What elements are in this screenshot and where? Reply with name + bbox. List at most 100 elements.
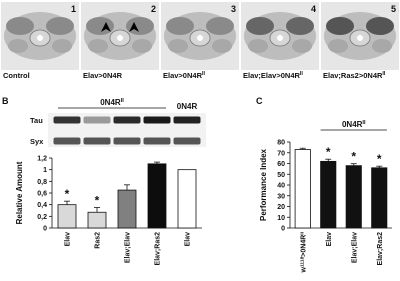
y-tick-label: 10 bbox=[277, 215, 285, 222]
blot-row-label: Tau bbox=[30, 116, 43, 125]
bar bbox=[345, 165, 362, 229]
blot-band bbox=[173, 137, 201, 145]
lower-lobe bbox=[372, 39, 392, 53]
text-segment: 0N4R bbox=[342, 120, 363, 129]
y-tick-label: 0,8 bbox=[37, 179, 47, 186]
significance-mark: * bbox=[351, 150, 356, 164]
lobe bbox=[366, 17, 394, 35]
bar bbox=[177, 169, 197, 229]
blot-band bbox=[173, 116, 201, 124]
x-tick-label: w1118>0N4RII bbox=[299, 231, 308, 273]
x-tick-label: Elav bbox=[185, 232, 192, 247]
y-tick-label: 60 bbox=[277, 161, 285, 168]
panel-label: B bbox=[2, 96, 9, 106]
central-core bbox=[197, 35, 203, 41]
text-segment: Elav>0N4R bbox=[83, 71, 123, 80]
lower-lobe bbox=[52, 39, 72, 53]
image-caption: Control bbox=[3, 71, 30, 80]
lobe bbox=[166, 17, 194, 35]
text-segment: 0N4R bbox=[177, 102, 198, 111]
text-segment: w bbox=[300, 267, 307, 274]
lower-lobe bbox=[212, 39, 232, 53]
blot-band bbox=[53, 116, 81, 124]
significance-mark: * bbox=[326, 145, 331, 159]
text-segment: Elav;Elav bbox=[351, 232, 358, 263]
image-number: 1 bbox=[71, 4, 76, 14]
x-tick-label: Elav;Elav bbox=[125, 232, 132, 263]
image-number: 4 bbox=[311, 4, 316, 14]
x-tick-label: Elav bbox=[326, 232, 333, 247]
y-tick-label: 0 bbox=[43, 226, 47, 233]
text-segment: II bbox=[300, 71, 303, 77]
blot-row-label: Syx bbox=[30, 137, 44, 146]
significance-mark: * bbox=[65, 187, 70, 201]
y-axis-label: Relative Amount bbox=[15, 161, 24, 224]
image-caption: Elav>0N4RII bbox=[163, 71, 205, 80]
blot-band bbox=[113, 116, 141, 124]
text-segment: II bbox=[382, 71, 385, 77]
blot-band bbox=[53, 137, 81, 145]
y-tick-label: 20 bbox=[277, 204, 285, 211]
group-label: 0N4RII bbox=[100, 98, 124, 107]
brain-image bbox=[241, 2, 319, 70]
lower-lobe bbox=[168, 39, 188, 53]
y-tick-label: 0,4 bbox=[37, 202, 47, 209]
image-number: 2 bbox=[151, 4, 156, 14]
brain-image bbox=[161, 2, 239, 70]
y-tick-label: 0,6 bbox=[37, 191, 47, 198]
y-tick-label: 0 bbox=[281, 226, 285, 233]
y-tick-label: 1,2 bbox=[37, 156, 47, 163]
y-tick-label: 80 bbox=[277, 140, 285, 147]
bar bbox=[87, 211, 107, 229]
text-segment: Elav bbox=[326, 232, 333, 247]
central-core bbox=[357, 35, 363, 41]
lobe bbox=[246, 17, 274, 35]
significance-mark: * bbox=[377, 152, 382, 166]
lobe bbox=[206, 17, 234, 35]
lobe bbox=[46, 17, 74, 35]
text-segment: Elav;Ras2>0N4R bbox=[323, 71, 383, 80]
bar bbox=[117, 189, 137, 229]
x-tick-label: Elav;Ras2 bbox=[155, 232, 162, 266]
blot-band bbox=[83, 137, 111, 145]
lower-lobe bbox=[248, 39, 268, 53]
blot-band bbox=[143, 137, 171, 145]
text-segment: Elav;Ras2 bbox=[377, 232, 384, 266]
text-segment: II bbox=[202, 71, 205, 77]
x-tick-label: Elav bbox=[65, 232, 72, 247]
image-number: 3 bbox=[231, 4, 236, 14]
lower-lobe bbox=[328, 39, 348, 53]
text-segment: 0N4R bbox=[100, 98, 121, 107]
central-core bbox=[117, 35, 123, 41]
lower-lobe bbox=[132, 39, 152, 53]
y-tick-label: 0,2 bbox=[37, 214, 47, 221]
y-tick-label: 30 bbox=[277, 193, 285, 200]
image-caption: Elav>0N4R bbox=[83, 71, 123, 80]
lobe bbox=[86, 17, 114, 35]
bar bbox=[147, 163, 167, 229]
x-tick-label: Ras2 bbox=[95, 232, 102, 249]
brain-image bbox=[81, 2, 159, 70]
x-tick-label: Elav;Ras2 bbox=[377, 232, 384, 266]
central-core bbox=[277, 35, 283, 41]
bar bbox=[320, 160, 337, 229]
blot-band bbox=[83, 116, 111, 124]
brain-image bbox=[1, 2, 79, 70]
y-tick-label: 50 bbox=[277, 172, 285, 179]
brain-image bbox=[321, 2, 399, 70]
text-segment: Control bbox=[3, 71, 30, 80]
image-number: 5 bbox=[391, 4, 396, 14]
text-segment: II bbox=[299, 231, 305, 234]
y-tick-label: 40 bbox=[277, 183, 285, 190]
arrowhead bbox=[129, 22, 139, 32]
central-core bbox=[37, 35, 43, 41]
lobe bbox=[286, 17, 314, 35]
y-tick-label: 70 bbox=[277, 150, 285, 157]
text-segment: 1118 bbox=[299, 256, 305, 267]
lower-lobe bbox=[8, 39, 28, 53]
lobe bbox=[326, 17, 354, 35]
text-segment: >0N4R bbox=[300, 235, 307, 257]
y-axis-label: Performance Index bbox=[259, 148, 268, 221]
lower-lobe bbox=[292, 39, 312, 53]
